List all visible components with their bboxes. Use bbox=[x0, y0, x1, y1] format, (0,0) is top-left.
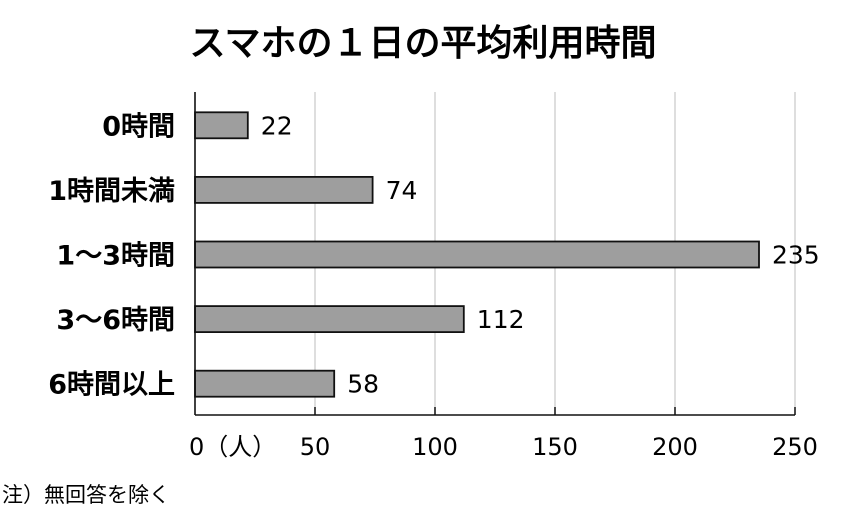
value-label: 22 bbox=[261, 111, 293, 140]
x-tick-label: 50 bbox=[300, 433, 331, 461]
bar bbox=[194, 111, 249, 140]
value-label: 112 bbox=[477, 305, 525, 334]
category-label: 0時間 bbox=[102, 111, 175, 142]
x-tick-label: 150 bbox=[532, 433, 578, 461]
category-label: 3～6時間 bbox=[56, 305, 175, 336]
bar bbox=[194, 305, 465, 334]
x-tick-label: 200 bbox=[652, 433, 698, 461]
value-label: 235 bbox=[772, 241, 820, 270]
bar bbox=[194, 175, 374, 204]
category-label: 1時間未満 bbox=[48, 176, 175, 207]
value-label: 74 bbox=[386, 176, 418, 205]
category-label: 6時間以上 bbox=[48, 370, 175, 401]
x-tick-label: 0（人） bbox=[189, 433, 276, 461]
x-tick-label: 100 bbox=[412, 433, 458, 461]
footnote: 注）無回答を除く bbox=[2, 483, 170, 507]
value-label: 58 bbox=[347, 370, 379, 399]
category-label: 1～3時間 bbox=[56, 241, 175, 272]
x-tick-label: 250 bbox=[772, 433, 818, 461]
bar bbox=[194, 240, 760, 269]
chart-title: スマホの１日の平均利用時間 bbox=[190, 23, 657, 64]
bar bbox=[194, 369, 336, 398]
